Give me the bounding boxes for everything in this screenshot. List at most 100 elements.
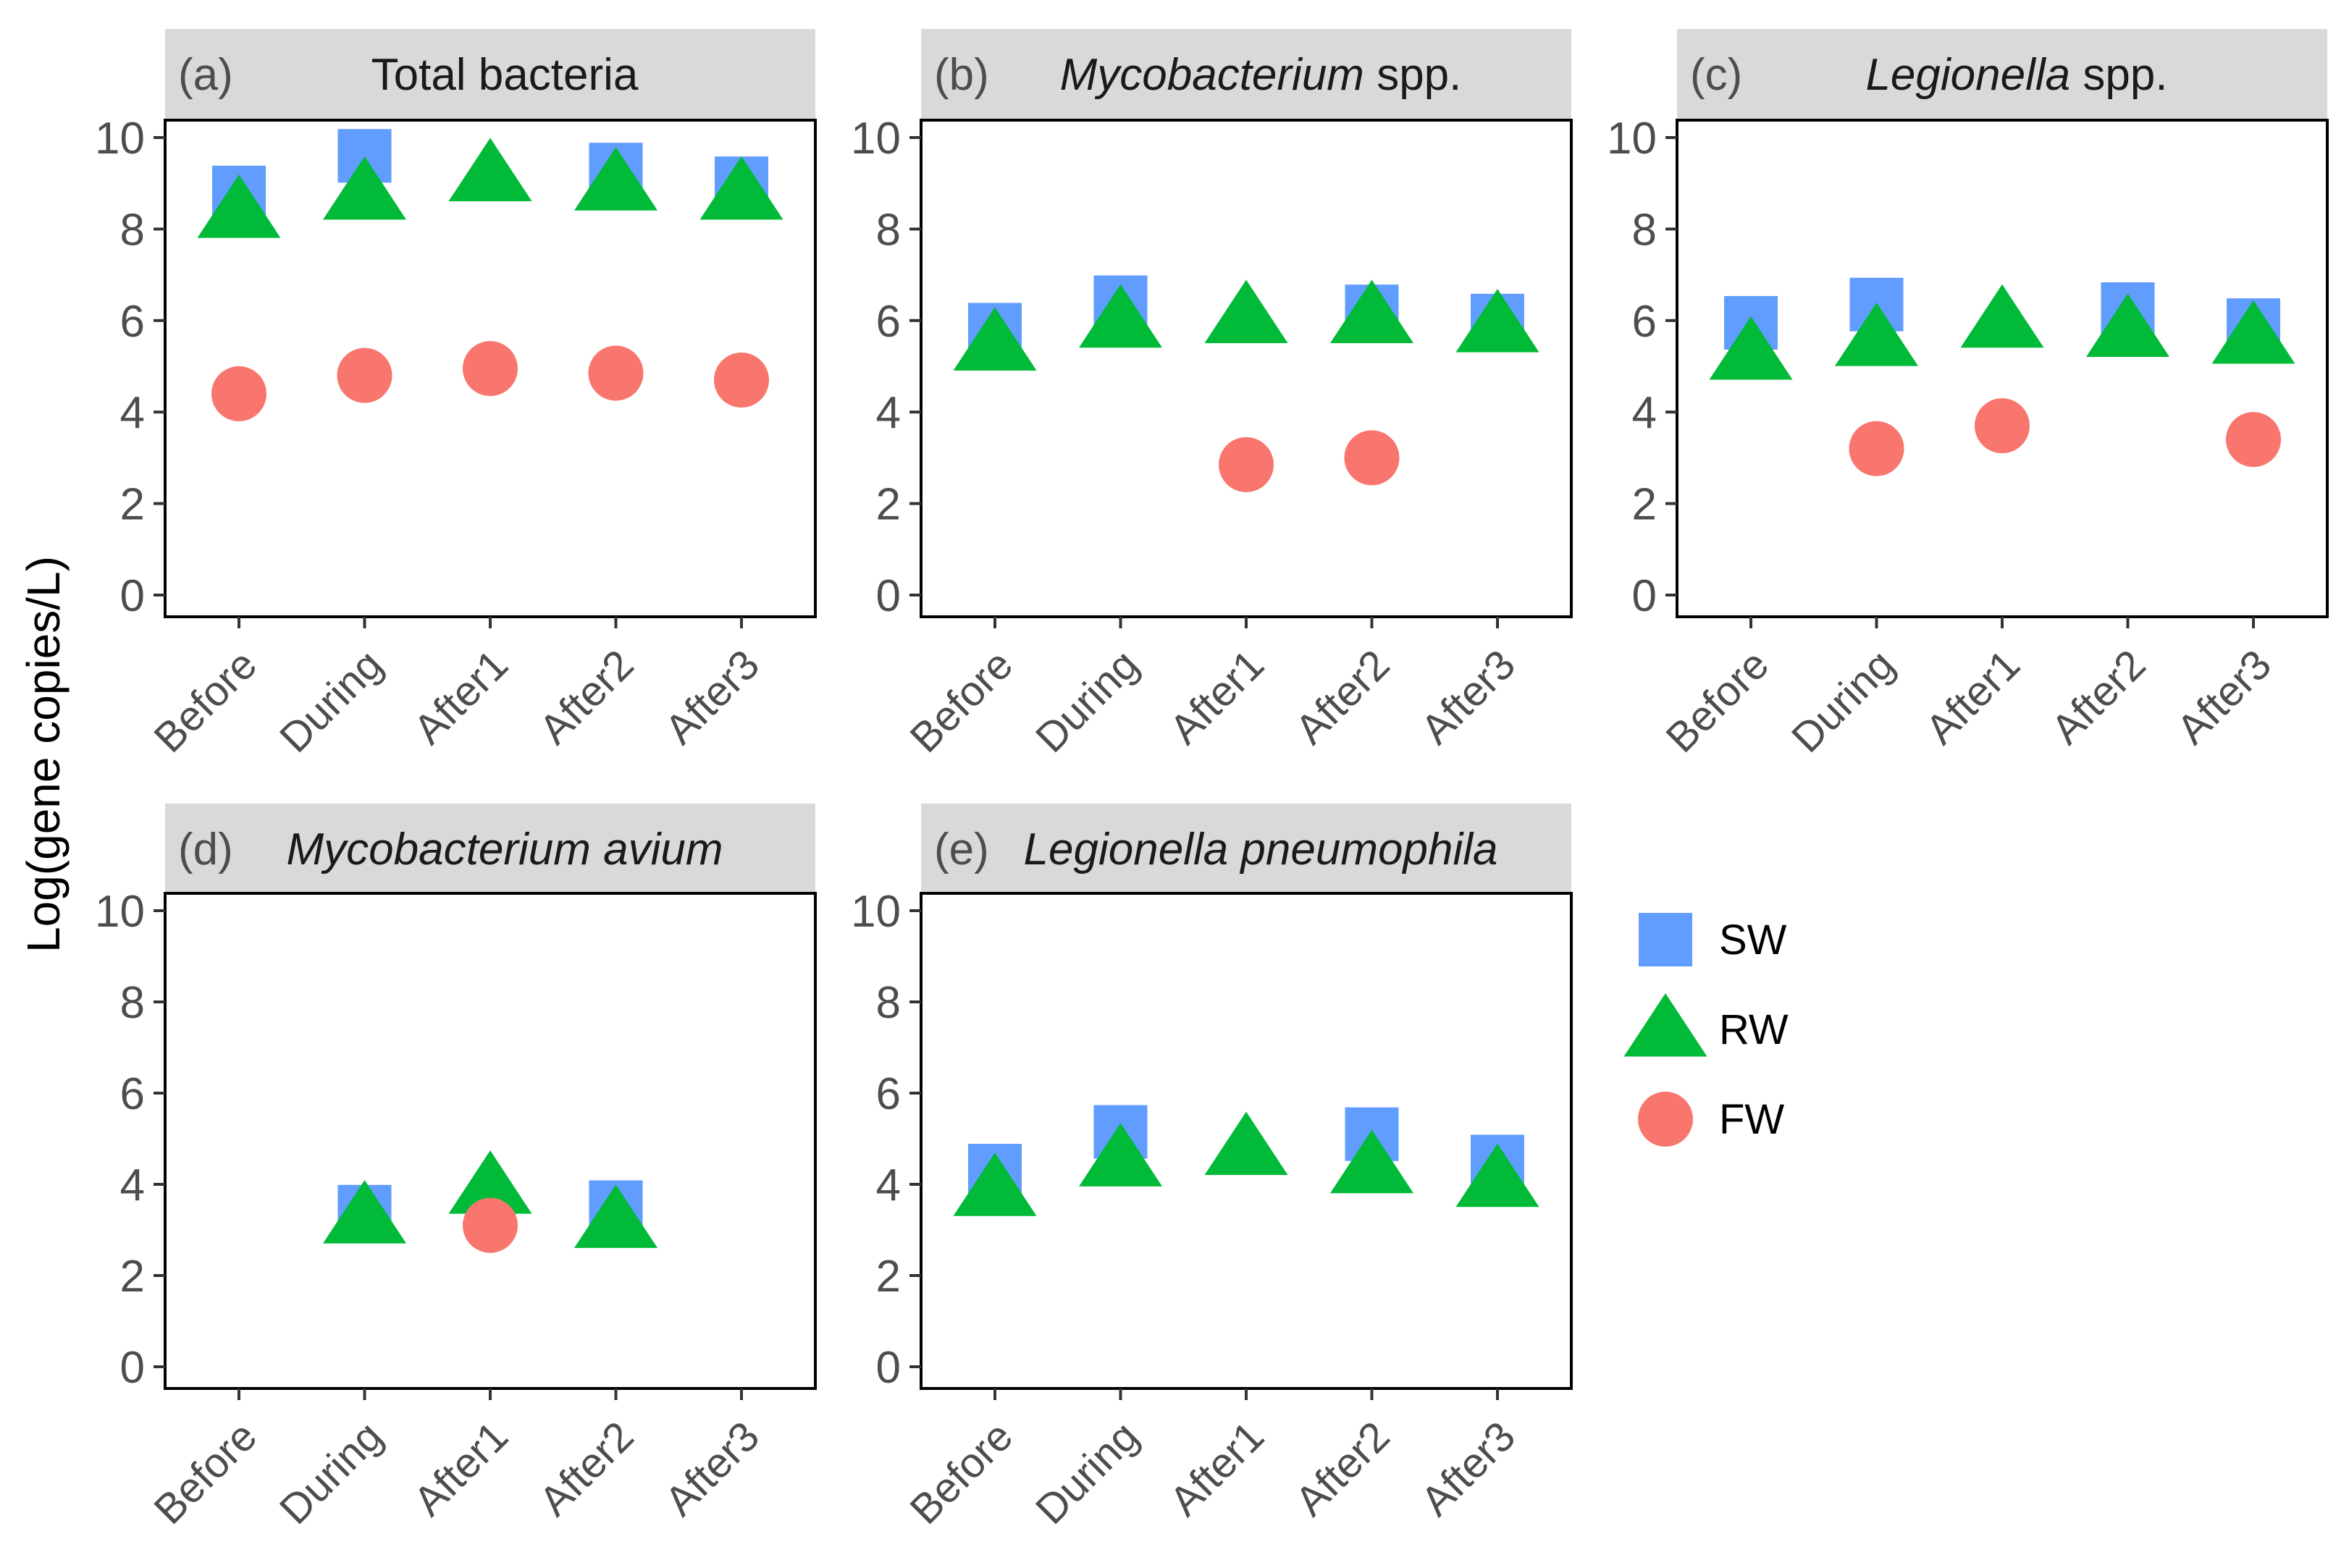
x-tick-label: Before [901, 1412, 1022, 1533]
panel-letter: (a) [178, 50, 233, 100]
y-tick-label: 2 [876, 480, 901, 530]
y-tick-label: 4 [876, 1160, 901, 1210]
point-rw [1835, 303, 1918, 366]
y-tick-label: 10 [95, 887, 145, 937]
panel-b: (b) Mycobacterium spp. 0 2 4 6 8 10 Before During… [851, 29, 1573, 762]
point-rw [448, 138, 532, 202]
panel-border [164, 892, 817, 1390]
point-rw [2086, 293, 2169, 357]
point-rw [448, 1150, 532, 1214]
y-tick-label: 4 [1632, 388, 1657, 438]
panel-title-part: Total bacteria [371, 50, 639, 100]
y-tick-label: 10 [95, 114, 145, 164]
panel-title: Total bacteria [371, 50, 639, 100]
y-tick-label: 0 [1632, 571, 1657, 621]
panel-strip [1677, 29, 2327, 120]
point-fw [2226, 412, 2281, 468]
legend-label-sw: SW [1719, 916, 1787, 964]
x-tick-label: Before [1657, 641, 1778, 762]
point-rw [323, 156, 406, 220]
panel-title-part: Mycobacterium [1060, 50, 1364, 100]
legend-label-rw: RW [1719, 1006, 1789, 1053]
point-rw [699, 156, 783, 220]
x-tick-label: Before [145, 641, 266, 762]
point-fw [463, 1197, 518, 1253]
point-fw [211, 366, 266, 421]
y-tick-label: 10 [851, 114, 901, 164]
panel-letter: (e) [934, 825, 989, 874]
x-tick-label: After2 [530, 1412, 642, 1525]
point-rw [197, 174, 281, 238]
x-tick-label: After2 [1286, 1412, 1398, 1525]
x-tick-label: After1 [1917, 641, 2029, 753]
x-tick-label: After3 [1412, 641, 1524, 753]
x-tick-label: After1 [1161, 1412, 1273, 1525]
point-rw [574, 147, 657, 211]
panel-title: Mycobacterium spp. [1060, 50, 1462, 100]
point-rw [1455, 289, 1539, 353]
panel-title-part: spp. [2070, 50, 2167, 100]
x-tick-label: After3 [656, 641, 768, 753]
x-tick-label: After3 [2168, 641, 2280, 753]
panel-title-part: Legionella [1865, 50, 2070, 100]
point-rw [2211, 300, 2295, 364]
y-tick-label: 4 [120, 388, 145, 438]
x-tick-label: During [271, 641, 392, 762]
point-rw [574, 1184, 657, 1248]
point-rw [1960, 284, 2044, 348]
panel-title: Legionella pneumophila [1024, 825, 1498, 874]
x-tick-label: After2 [2042, 641, 2154, 753]
panel-title-part: Mycobacterium avium [287, 825, 723, 874]
y-tick-label: 6 [876, 1069, 901, 1119]
y-tick-label: 6 [120, 297, 145, 347]
point-rw [1455, 1143, 1539, 1207]
y-tick-label: 8 [120, 978, 145, 1028]
legend-key-rw [1623, 993, 1707, 1057]
panel-strip [165, 804, 815, 895]
y-tick-label: 8 [1632, 205, 1657, 255]
x-tick-label: During [271, 1412, 392, 1533]
point-rw [1079, 1123, 1162, 1186]
x-tick-label: After1 [1161, 641, 1273, 753]
x-tick-label: After3 [656, 1412, 768, 1525]
y-tick-label: 2 [1632, 480, 1657, 530]
x-tick-label: Before [901, 641, 1022, 762]
point-fw [463, 341, 518, 397]
y-tick-label: 4 [876, 388, 901, 438]
panel-letter: (c) [1690, 50, 1742, 100]
legend-key-sw [1639, 913, 1692, 966]
point-fw [588, 345, 644, 401]
y-tick-label: 10 [851, 887, 901, 937]
panel-title-part: Legionella pneumophila [1024, 825, 1498, 874]
point-rw [1079, 284, 1162, 348]
panel-title: Legionella spp. [1865, 50, 2167, 100]
panel-e: (e) Legionella pneumophila 0 2 4 6 8 10 Before Du… [851, 804, 1573, 1533]
panel-title-part: spp. [1364, 50, 1461, 100]
legend-key-fw [1638, 1092, 1693, 1147]
x-tick-label: During [1027, 641, 1148, 762]
y-tick-label: 0 [876, 571, 901, 621]
x-tick-label: After1 [405, 641, 517, 753]
point-rw [1204, 279, 1288, 343]
point-fw [1849, 421, 1904, 476]
panel-letter: (b) [934, 50, 989, 100]
y-tick-label: 0 [120, 571, 145, 621]
x-tick-label: After1 [405, 1412, 517, 1525]
y-tick-label: 2 [120, 480, 145, 530]
y-tick-label: 6 [876, 297, 901, 347]
y-tick-label: 8 [876, 205, 901, 255]
point-fw [714, 352, 769, 408]
point-fw [1219, 437, 1274, 492]
y-tick-label: 10 [1607, 114, 1657, 164]
panel-strip [921, 29, 1571, 120]
y-tick-label: 2 [120, 1252, 145, 1302]
point-rw [1204, 1111, 1288, 1176]
panel-title: Mycobacterium avium [287, 825, 723, 874]
legend-label-fw: FW [1719, 1096, 1784, 1143]
point-fw [337, 347, 392, 403]
x-tick-label: After2 [1286, 641, 1398, 753]
x-tick-label: During [1783, 641, 1904, 762]
